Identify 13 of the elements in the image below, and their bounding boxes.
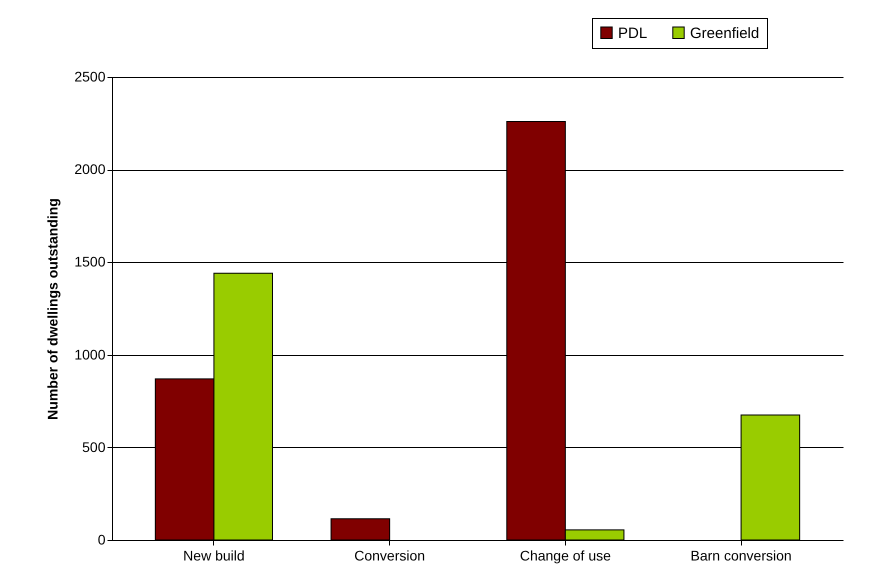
y-tick-label: 500 <box>82 438 106 455</box>
x-tick-label: Conversion <box>354 548 426 564</box>
y-tick-label: 2500 <box>74 68 106 84</box>
legend-label: PDL <box>618 24 648 42</box>
legend-label: Greenfield <box>690 24 760 42</box>
y-tick-label: 0 <box>98 532 106 548</box>
y-tick-label: 2000 <box>74 161 106 178</box>
y-tick-label: 1500 <box>74 254 106 270</box>
x-tick-label: Barn conversion <box>690 548 792 564</box>
y-tick-label: 1000 <box>74 346 106 362</box>
x-tick-label: New build <box>183 548 245 564</box>
x-tick-label: Change of use <box>520 548 612 564</box>
y-axis-title: Number of dwellings outstanding <box>44 198 60 420</box>
